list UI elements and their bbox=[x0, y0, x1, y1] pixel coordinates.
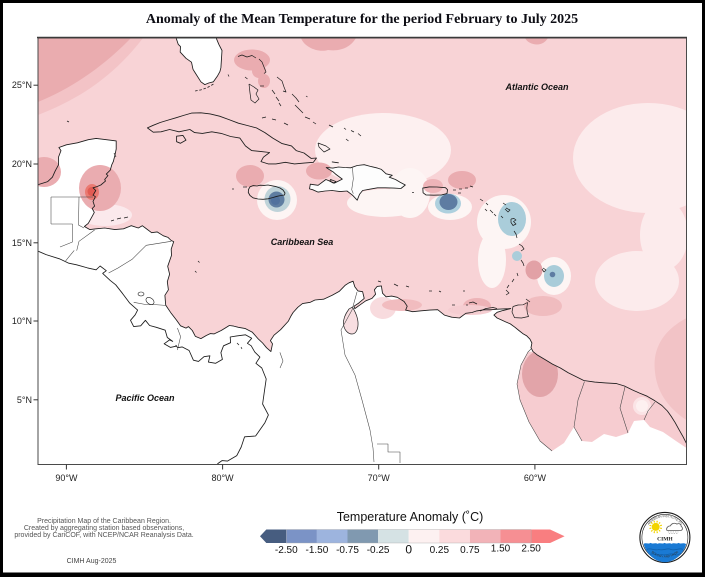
svg-text:CIMH: CIMH bbox=[657, 536, 673, 542]
svg-text:60°W: 60°W bbox=[524, 473, 547, 483]
svg-text:Atlantic Ocean: Atlantic Ocean bbox=[504, 82, 569, 92]
svg-text:0.75: 0.75 bbox=[460, 545, 480, 556]
svg-text:70°W: 70°W bbox=[368, 473, 391, 483]
svg-text:0.25: 0.25 bbox=[430, 545, 450, 556]
svg-text:80°W: 80°W bbox=[212, 473, 235, 483]
svg-text:0: 0 bbox=[405, 543, 412, 557]
svg-text:-0.25: -0.25 bbox=[367, 545, 390, 556]
svg-text:-0.75: -0.75 bbox=[336, 545, 359, 556]
svg-text:Precipitation Map of the Carib: Precipitation Map of the Caribbean Regio… bbox=[37, 518, 171, 525]
svg-text:1.50: 1.50 bbox=[491, 544, 511, 555]
svg-text:Temperature Anomaly (˚C): Temperature Anomaly (˚C) bbox=[337, 510, 484, 524]
svg-text:Created by aggregating station: Created by aggregating station based obs… bbox=[24, 525, 184, 532]
svg-text:5°N: 5°N bbox=[17, 395, 32, 405]
svg-text:-1.50: -1.50 bbox=[306, 545, 329, 556]
svg-text:10°N: 10°N bbox=[12, 316, 32, 326]
svg-text:25°N: 25°N bbox=[12, 80, 32, 90]
svg-text:-2.50: -2.50 bbox=[275, 545, 298, 556]
svg-text:provided by CariCOF, with NCEP: provided by CariCOF, with NCEP/NCAR Rean… bbox=[14, 532, 193, 539]
svg-text:2.50: 2.50 bbox=[521, 544, 541, 555]
svg-text:Anomaly of the Mean Temperatur: Anomaly of the Mean Temperature for the … bbox=[146, 12, 578, 27]
svg-text:Pacific Ocean: Pacific Ocean bbox=[115, 393, 175, 403]
svg-text:15°N: 15°N bbox=[12, 238, 32, 248]
svg-text:90°W: 90°W bbox=[55, 473, 78, 483]
svg-text:20°N: 20°N bbox=[12, 159, 32, 169]
svg-text:CIMH Aug-2025: CIMH Aug-2025 bbox=[67, 558, 117, 565]
svg-text:Caribbean Sea: Caribbean Sea bbox=[271, 237, 334, 247]
